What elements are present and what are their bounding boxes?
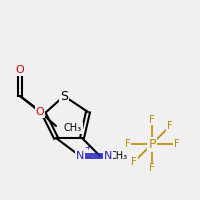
Text: F: F (174, 139, 179, 149)
Text: P: P (148, 138, 156, 150)
Text: F: F (167, 121, 173, 131)
Text: CH₃: CH₃ (109, 151, 127, 161)
Text: O: O (16, 65, 24, 75)
Text: F: F (131, 157, 137, 167)
Text: +: + (85, 144, 91, 152)
Text: CH₃: CH₃ (64, 123, 82, 133)
Text: S: S (60, 90, 68, 102)
Text: F: F (149, 115, 155, 125)
Text: N: N (76, 151, 84, 161)
Text: F: F (149, 163, 155, 173)
Text: N: N (104, 151, 112, 161)
Text: F: F (125, 139, 130, 149)
Text: O: O (36, 107, 44, 117)
